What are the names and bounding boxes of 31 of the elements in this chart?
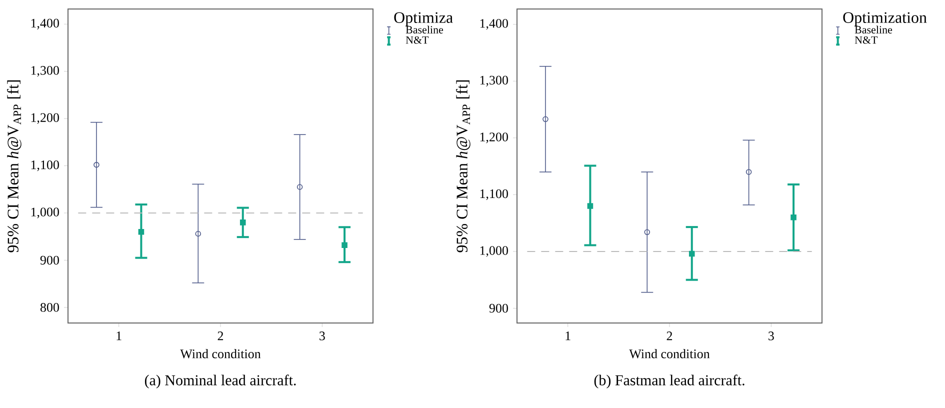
y-tick-label: 900 (40, 256, 59, 265)
y-tick-label: 900 (489, 304, 508, 313)
y-axis-title: 95% CI Mean h@V$_{APP}$ [ft] (456, 80, 470, 252)
legend-label: N&T (854, 36, 878, 44)
legend-label: Baseline (854, 26, 892, 34)
y-axis-title: 95% CI Mean h@V$_{APP}$ [ft] (7, 80, 22, 252)
y-tick-label: 1,100 (480, 189, 508, 200)
x-tick-label: 3 (768, 332, 774, 340)
y-tick-label: 1,300 (31, 66, 59, 77)
y-tick-label: 1,100 (31, 160, 59, 172)
legend-title: Optimization (843, 12, 927, 26)
x-tick-label: 2 (666, 332, 672, 340)
y-tick-label: 1,200 (31, 113, 59, 124)
y-tick-label: 1,000 (31, 208, 59, 218)
y-tick-label: 1,400 (480, 19, 508, 30)
text: (b) Fastman lead aircraft. (594, 374, 744, 388)
x-tick-label: 2 (218, 332, 224, 340)
x-tick-label: 1 (566, 332, 570, 340)
y-tick-label: 1,400 (31, 18, 59, 30)
legend-label: Baseline (406, 26, 444, 34)
x-axis-title: Wind condition (629, 349, 710, 358)
text: (a) Nominal lead aircraft. (144, 374, 296, 388)
x-tick-label: 3 (320, 332, 325, 340)
x-tick-label: 1 (116, 332, 122, 340)
y-tick-label: 800 (40, 303, 59, 312)
x-axis-title: Wind condition (180, 349, 261, 358)
y-tick-label: 1,000 (480, 246, 508, 257)
y-tick-label: 1,300 (480, 76, 508, 86)
legend-label: N&T (406, 36, 429, 44)
y-tick-label: 1,200 (480, 132, 508, 144)
legend-title: Optimiza (394, 12, 453, 26)
